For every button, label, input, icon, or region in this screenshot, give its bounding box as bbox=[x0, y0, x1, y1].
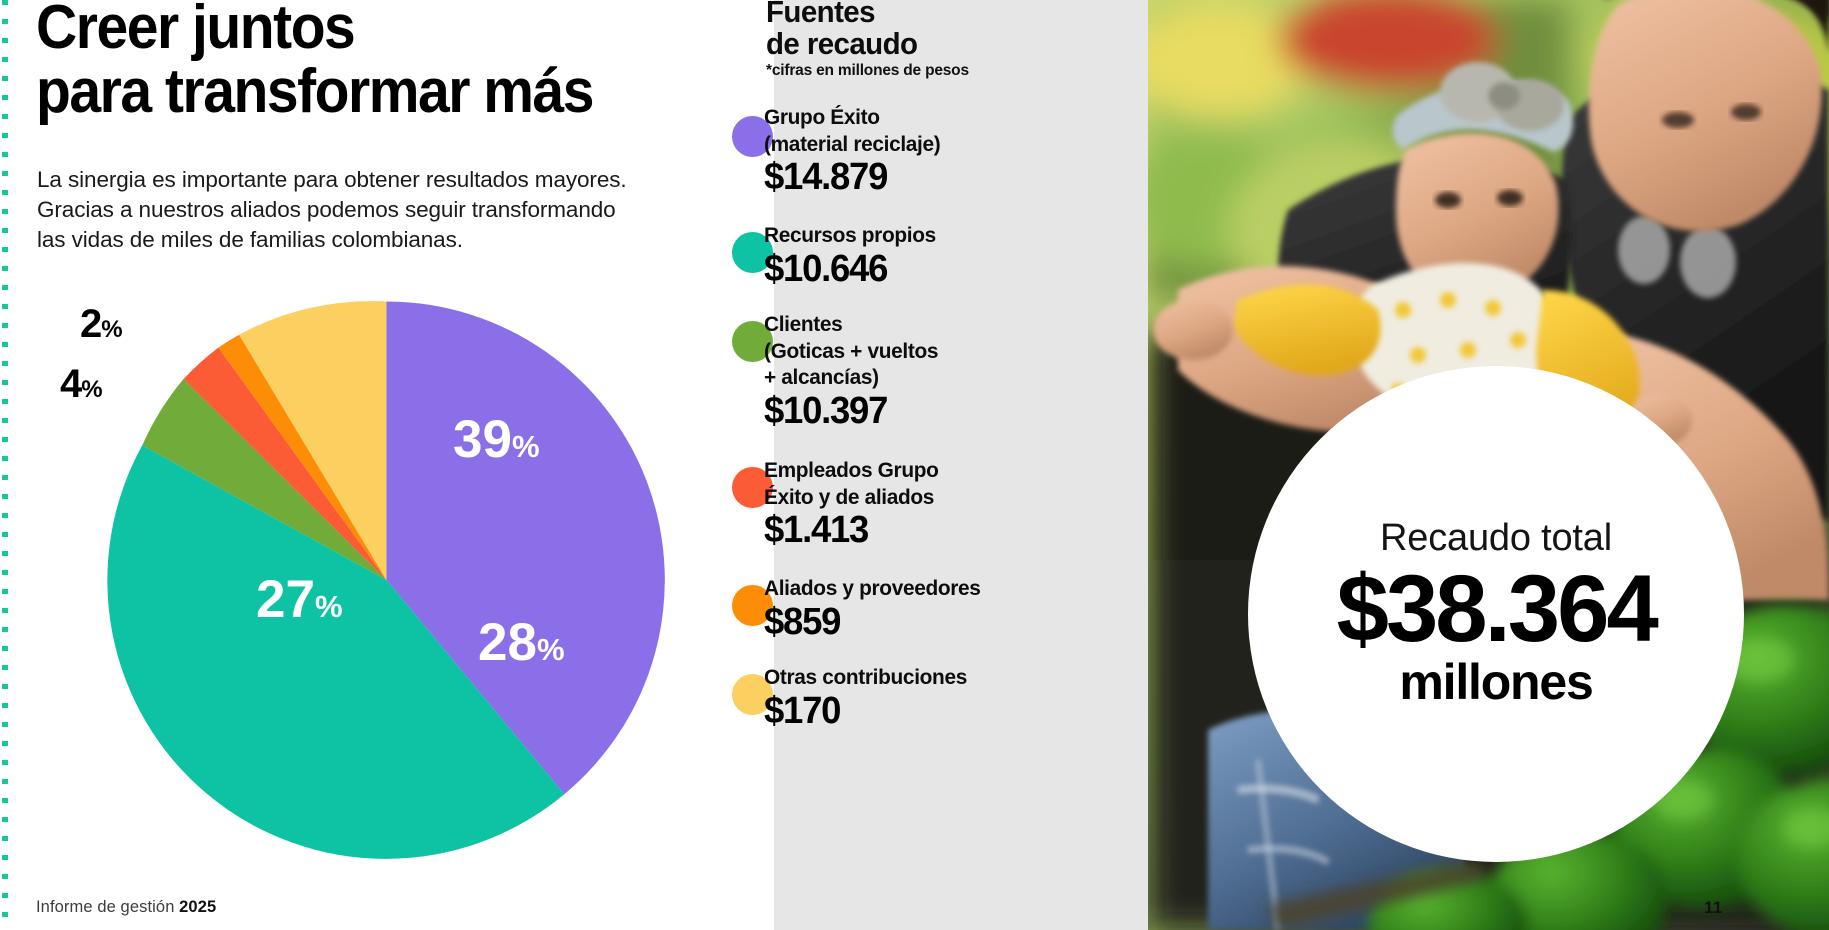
pie-label-27: 27% bbox=[256, 570, 343, 629]
pie-slice-aliados bbox=[218, 334, 387, 580]
pie-chart-svg: 39% 28% 27% bbox=[107, 301, 665, 859]
legend-color-dot-empleados bbox=[732, 467, 773, 508]
legend-text-recursos-propios: Recursos propios $10.646 bbox=[764, 222, 1104, 290]
pie-slice-clientes bbox=[142, 379, 387, 580]
left-dashed-rail bbox=[2, 0, 8, 930]
pie-chart: 39% 28% 27% 2% 4% bbox=[60, 301, 665, 862]
total-amount: $38.364 bbox=[1336, 556, 1658, 663]
footer-year: 2025 bbox=[179, 898, 217, 916]
footer-caption: Informe de gestión 2025 bbox=[36, 898, 216, 917]
panel-note: *cifras en millones de pesos bbox=[766, 62, 969, 79]
pie-slice-empleados bbox=[183, 347, 387, 580]
total-label: Recaudo total bbox=[1380, 517, 1612, 560]
photo-crate bbox=[1268, 860, 1483, 930]
legend-text-empleados: Empleados Grupo Éxito y de aliados $1.41… bbox=[764, 457, 1104, 551]
pie-slice-labels: 39% 28% 27% bbox=[256, 410, 565, 672]
left-column: Creer juntos para transformar más La sin… bbox=[0, 0, 774, 930]
sources-panel: Fuentes de recaudo *cifras en millones d… bbox=[732, 0, 1148, 930]
pie-slice-grupo-exito bbox=[386, 301, 665, 795]
legend-color-dot-clientes bbox=[732, 321, 773, 362]
legend-value: $1.413 bbox=[764, 509, 869, 552]
legend-color-dot-grupo-exito bbox=[732, 116, 773, 157]
legend-value: $859 bbox=[764, 600, 841, 643]
legend-color-dot-otras bbox=[732, 674, 773, 715]
legend-label: Clientes (Goticas + vueltos + alcancías) bbox=[764, 312, 939, 390]
page-number: 11 bbox=[1704, 898, 1723, 917]
legend-text-clientes: Clientes (Goticas + vueltos + alcancías)… bbox=[764, 311, 1104, 432]
legend-color-dot-recursos-propios bbox=[732, 232, 773, 273]
total-bubble: Recaudo total $38.364 millones bbox=[1248, 366, 1744, 862]
legend-label: Otras contribuciones bbox=[764, 665, 967, 689]
footer-label: Informe de gestión bbox=[36, 898, 180, 916]
legend-label: Aliados y proveedores bbox=[764, 576, 981, 600]
pie-slice-otras bbox=[239, 301, 387, 580]
pie-outside-label-4: 4% bbox=[60, 362, 103, 406]
intro-paragraph: La sinergia es importante para obtener r… bbox=[37, 167, 627, 252]
legend-label: Empleados Grupo Éxito y de aliados bbox=[764, 458, 939, 509]
panel-title: Fuentes de recaudo bbox=[766, 0, 918, 61]
legend-value: $10.397 bbox=[764, 389, 888, 432]
page-title: Creer juntos para transformar más bbox=[36, 0, 595, 126]
pie-slices bbox=[107, 301, 665, 859]
legend-value: $170 bbox=[764, 689, 841, 732]
pie-label-39: 39% bbox=[453, 410, 540, 469]
pie-slice-recursos-propios bbox=[107, 445, 565, 859]
total-unit: millones bbox=[1399, 654, 1593, 711]
legend-value: $10.646 bbox=[764, 247, 888, 290]
legend-text-otras: Otras contribuciones $170 bbox=[764, 664, 1104, 732]
legend-text-grupo-exito: Grupo Éxito (material reciclaje) $14.879 bbox=[764, 104, 1104, 198]
legend-text-aliados: Aliados y proveedores $859 bbox=[764, 575, 1104, 643]
legend-label: Grupo Éxito (material reciclaje) bbox=[764, 105, 941, 156]
pie-outside-label-2: 2% bbox=[80, 302, 123, 346]
legend-value: $14.879 bbox=[764, 156, 888, 199]
legend-color-dot-aliados bbox=[732, 585, 773, 626]
pie-label-28: 28% bbox=[478, 613, 565, 672]
legend-label: Recursos propios bbox=[764, 223, 936, 247]
